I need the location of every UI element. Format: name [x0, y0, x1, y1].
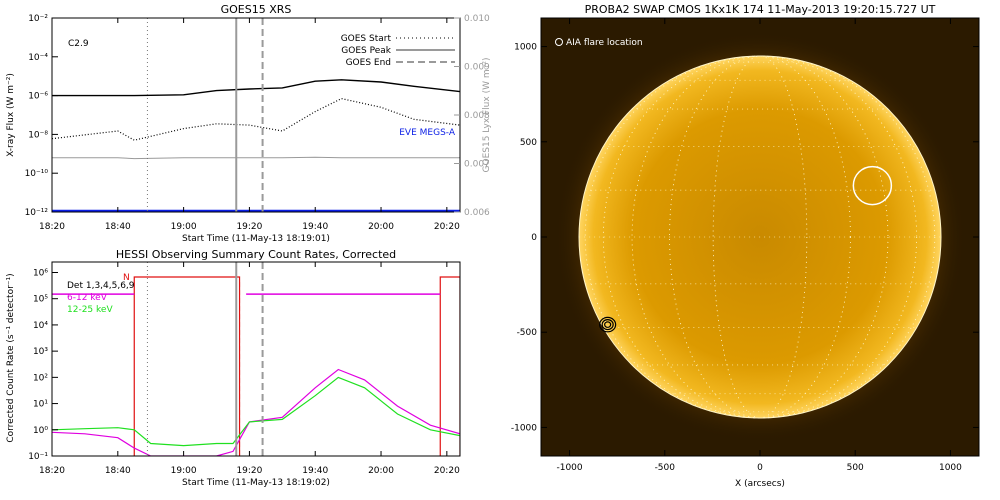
y-tick-label: 10⁰: [33, 426, 48, 436]
flare-contours: [599, 316, 617, 333]
x-tick-label: 500: [847, 463, 864, 473]
hessi-y-axis-label: Corrected Count Rate (s⁻¹ detector⁻¹): [6, 273, 16, 442]
goes-lyx-flux-line: [52, 156, 460, 160]
y-tick-label: 10⁻¹⁰: [25, 169, 49, 179]
x-tick-label: -500: [655, 463, 676, 473]
night-interval: [439, 276, 460, 456]
x-tick-label: 18:40: [105, 466, 131, 476]
longitude-line: [631, 55, 889, 419]
swap-x-ticks: -1000 -500 0 500 1000: [556, 18, 962, 473]
hessi-legend: Det 1,3,4,5,6,9 6-12 keV 12-25 keV: [67, 281, 135, 315]
goes-short-channel-line: [52, 97, 460, 141]
x-tick-label: 18:20: [39, 466, 65, 476]
x-tick-label: 18:20: [39, 222, 65, 232]
hessi-plot-frame: [51, 261, 461, 457]
goes-xrs-panel: GOES15 XRS C2.9 GOES Start GOES Peak GOE…: [6, 3, 492, 244]
y-tick-label: 10⁻¹²: [25, 208, 49, 218]
x-tick-label: 20:00: [368, 466, 394, 476]
x-tick-label: 19:00: [171, 466, 197, 476]
x-tick-label: 19:40: [302, 466, 328, 476]
swap-x-axis-label: X (arcsecs): [735, 479, 785, 489]
y2-tick-label: 0.008: [464, 111, 490, 121]
legend-det-label: Det 1,3,4,5,6,9: [67, 281, 135, 291]
contour-ring: [599, 316, 617, 333]
goes-y-ticks: 10⁻² 10⁻⁴ 10⁻⁶ 10⁻⁸ 10⁻¹⁰ 10⁻¹²: [25, 14, 58, 218]
x-tick-label: -1000: [556, 463, 582, 473]
legend-goes-peak-label: GOES Peak: [341, 46, 391, 56]
goes-y2-axis-label: GOES15 Lyx Flux (W m⁻²): [482, 58, 492, 173]
y-tick-label: 500: [520, 138, 537, 148]
eve-megs-label: EVE MEGS-A: [399, 128, 456, 138]
y-tick-label: 10³: [33, 347, 48, 357]
heliographic-grid: [579, 55, 941, 419]
y2-tick-label: 0.006: [464, 208, 490, 218]
flare-class-label: C2.9: [68, 39, 89, 49]
longitude-line: [669, 55, 851, 419]
contour-ring: [601, 319, 614, 331]
legend-goes-end-label: GOES End: [346, 58, 391, 68]
x-tick-label: 19:40: [302, 222, 328, 232]
goes-y-axis-label: X-ray Flux (W m⁻²): [6, 73, 16, 157]
legend-12-25-label: 12-25 keV: [67, 305, 113, 315]
goes-plot-area: [52, 18, 460, 212]
hessi-title: HESSI Observing Summary Count Rates, Cor…: [116, 248, 396, 261]
goes-legend: GOES Start GOES Peak GOES End: [341, 34, 455, 68]
y2-tick-label: 0.010: [464, 14, 490, 24]
goes-title: GOES15 XRS: [221, 3, 292, 16]
swap-image: AIA flare location: [541, 18, 979, 456]
x-tick-label: 20:20: [434, 466, 460, 476]
y-tick-label: 10⁻¹: [28, 452, 48, 462]
hessi-6-12-kev-line: [52, 368, 460, 456]
aia-flare-location-marker: [852, 165, 893, 206]
swap-panel: PROBA2 SWAP CMOS 1Kx1K 174 11-May-2013 1…: [511, 3, 980, 489]
y-tick-label: 10⁵: [33, 295, 48, 305]
hessi-12-25-kev-line: [52, 376, 460, 447]
solar-limb: [578, 55, 942, 419]
y2-tick-label: 0.009: [464, 63, 490, 73]
y-tick-label: 10⁻²: [28, 14, 48, 24]
hessi-x-ticks: 18:20 18:40 19:00 19:20 19:40 20:00 20:20: [39, 262, 460, 476]
x-tick-label: 19:20: [236, 222, 262, 232]
contour-ring: [604, 321, 612, 328]
hessi-x-axis-label: Start Time (11-May-13 18:19:02): [182, 478, 330, 488]
legend-6-12-label: 6-12 keV: [67, 293, 108, 303]
longitude-line: [712, 55, 808, 419]
aia-legend-symbol: [555, 38, 563, 46]
longitude-line: [584, 55, 936, 419]
y-tick-label: 10⁶: [33, 268, 48, 278]
x-tick-label: 19:20: [236, 466, 262, 476]
y-tick-label: 10⁻⁸: [28, 130, 48, 140]
swap-y-ticks: 1000 500 0 -500 -1000: [511, 43, 979, 433]
goes-x-axis-label: Start Time (11-May-13 18:19:01): [182, 234, 330, 244]
y-tick-label: 10⁴: [33, 321, 48, 331]
swap-title: PROBA2 SWAP CMOS 1Kx1K 174 11-May-2013 1…: [585, 3, 936, 16]
y-tick-label: 10²: [33, 373, 48, 383]
goes-long-channel-line: [52, 79, 460, 97]
hessi-plot-area: [52, 262, 460, 456]
y2-tick-label: 0.007: [464, 160, 490, 170]
night-label: N: [123, 273, 130, 283]
x-tick-label: 19:00: [171, 222, 197, 232]
x-tick-label: 1000: [939, 463, 962, 473]
y-tick-label: 1000: [514, 43, 537, 53]
x-tick-label: 18:40: [105, 222, 131, 232]
hessi-y-ticks: 10⁶ 10⁵ 10⁴ 10³ 10² 10¹ 10⁰ 10⁻¹: [28, 268, 58, 462]
x-tick-label: 20:20: [434, 222, 460, 232]
x-tick-label: 0: [757, 463, 763, 473]
y-tick-label: -1000: [511, 423, 537, 433]
y-tick-label: 10⁻⁴: [28, 53, 48, 63]
y-tick-label: 10⁻⁶: [28, 92, 48, 102]
aia-legend-label: AIA flare location: [566, 38, 643, 48]
hessi-panel: HESSI Observing Summary Count Rates, Cor…: [6, 248, 461, 488]
y-tick-label: 10¹: [33, 400, 48, 410]
goes-plot-frame: [51, 17, 461, 213]
y-tick-label: 0: [531, 233, 537, 243]
goes-x-ticks: 18:20 18:40 19:00 19:20 19:40 20:00 20:20: [39, 18, 460, 232]
legend-goes-start-label: GOES Start: [341, 34, 392, 44]
x-tick-label: 20:00: [368, 222, 394, 232]
goes-y2-ticks: 0.010 0.009 0.008 0.007 0.006: [454, 14, 490, 218]
y-tick-label: -500: [517, 328, 538, 338]
night-interval: [133, 276, 241, 456]
